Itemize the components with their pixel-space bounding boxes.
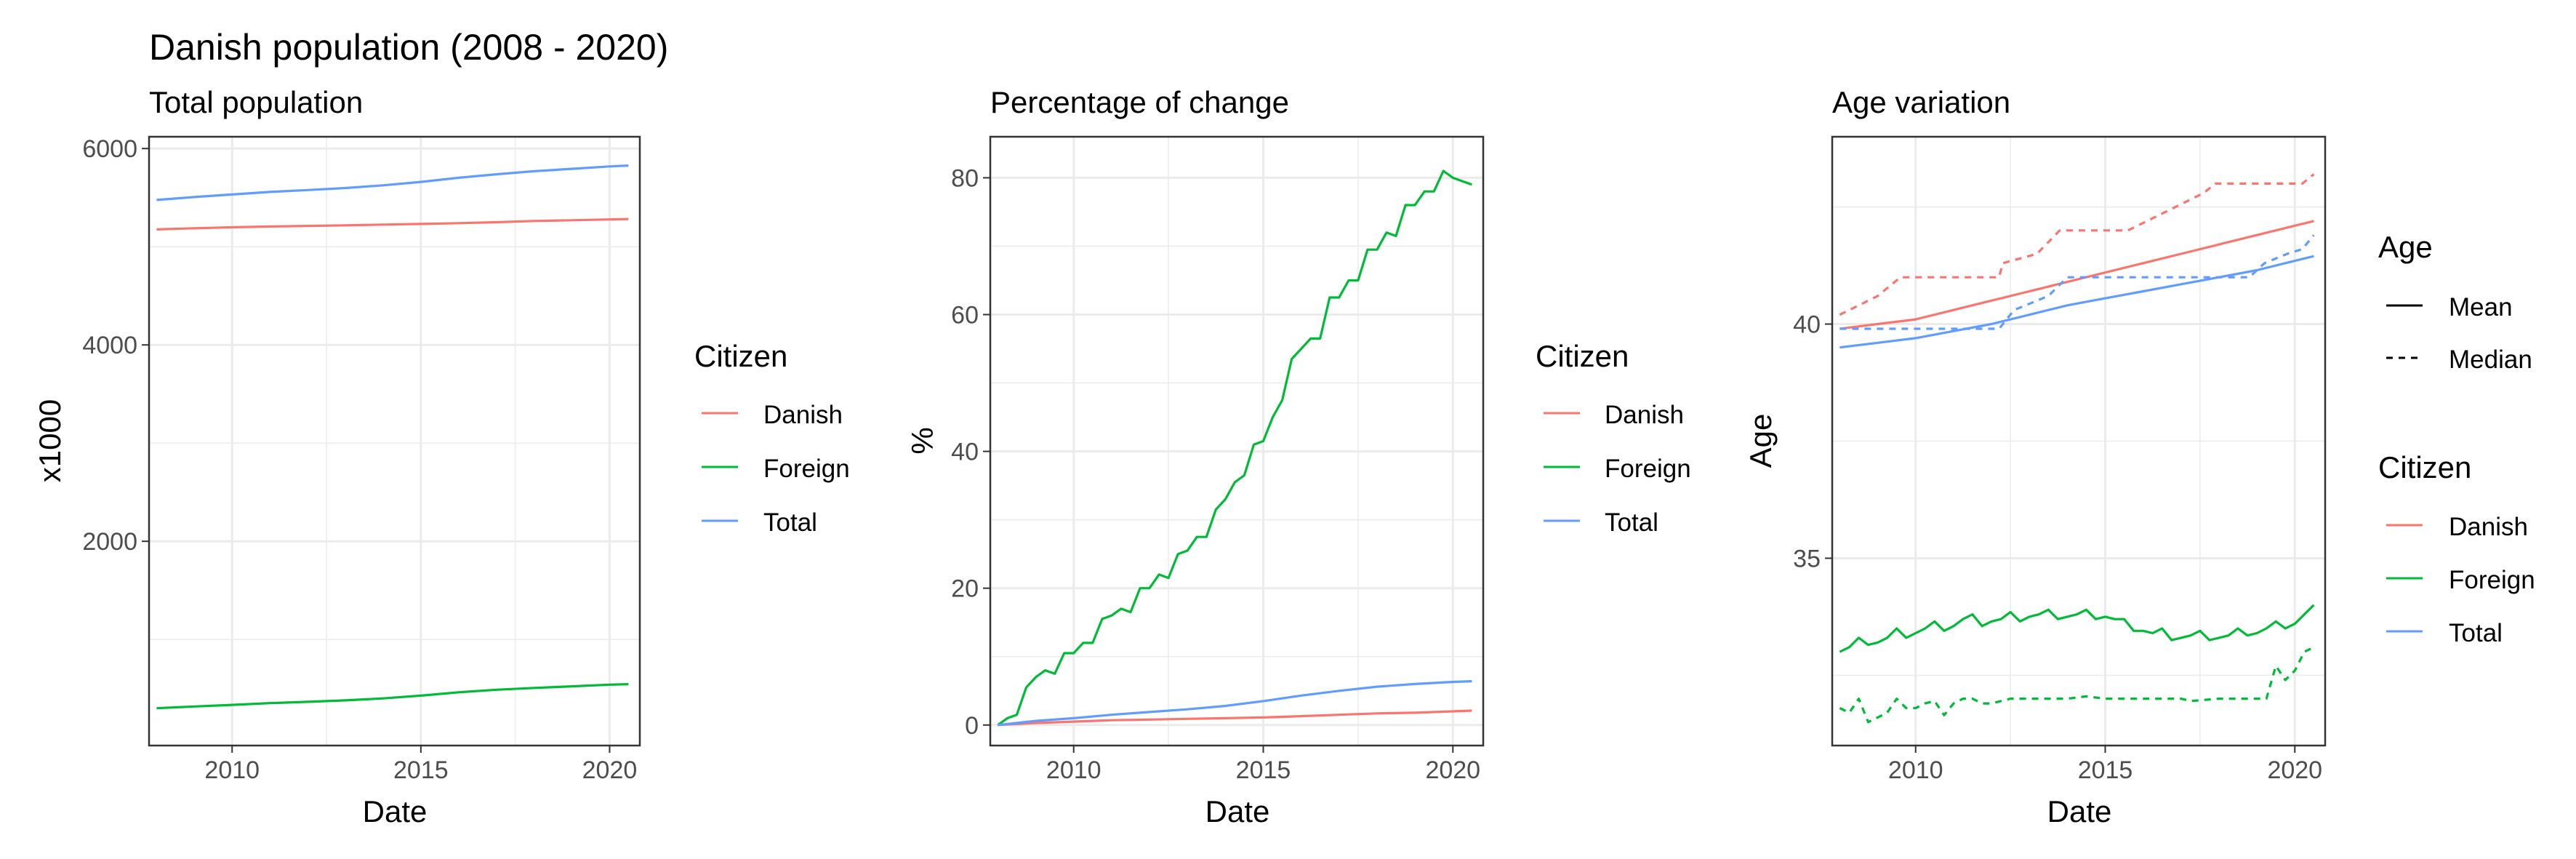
legend-label-mean: Mean: [2449, 293, 2513, 321]
panel-total-population: Total population Date x1000 2010 2015 2020…: [33, 85, 850, 828]
legend-age: Age Mean Median: [2378, 230, 2532, 374]
x-tick-label: 2010: [204, 756, 260, 784]
series-line-danish: [998, 709, 1472, 727]
panel-age-variation: Age variation Date Age 2010 2015 20203540 …: [1744, 85, 2535, 828]
legend-entry-danish: Danish: [2386, 513, 2528, 541]
legend-entry-foreign: Foreign: [1544, 455, 1691, 483]
y-tick-label: 2000: [82, 528, 137, 556]
series-line-foreign-median: [1839, 646, 2315, 724]
y-axis-title: x1000: [33, 399, 67, 482]
x-tick-label: 2010: [1888, 756, 1943, 784]
legend-citizen: Citizen Danish Foreign Total: [1536, 339, 1691, 537]
series-line-foreign: [997, 169, 1472, 727]
legend-entry-foreign: Foreign: [702, 455, 850, 483]
panel-border: [1831, 135, 2327, 747]
legend-entry-foreign: Foreign: [2386, 566, 2535, 594]
x-axis-title: Date: [2047, 794, 2112, 828]
y-tick-label: 80: [951, 164, 979, 192]
x-axis-title: Date: [1205, 794, 1270, 828]
y-tick-label: 6000: [82, 135, 137, 163]
series-line-total-mean: [1839, 255, 2314, 349]
x-tick-label: 2015: [1236, 756, 1291, 784]
legend-label-total: Total: [1605, 508, 1658, 537]
legend-entry-danish: Danish: [1544, 401, 1684, 429]
y-tick-label: 0: [965, 712, 979, 740]
y-tick-label: 4000: [82, 332, 137, 359]
legend-citizen: Citizen Danish Foreign Total: [694, 339, 850, 537]
y-tick-label: 20: [951, 575, 979, 603]
plot-area: 2010 2015 2020 2000 4000 6000: [82, 135, 641, 784]
legend-citizen: Citizen Danish Foreign Total: [2378, 450, 2535, 647]
x-tick-label: 2015: [393, 756, 449, 784]
series-line-danish: [156, 217, 629, 231]
legend-label-foreign: Foreign: [2449, 566, 2535, 594]
y-tick-label: 60: [951, 302, 979, 329]
series-line-danish-median: [1839, 173, 2315, 316]
legend-title: Citizen: [694, 339, 787, 373]
panel-subtitle: Total population: [149, 85, 363, 119]
plot-area: 2010 2015 2020 35 40: [1793, 135, 2327, 784]
legend-entry-median: Median: [2386, 345, 2532, 374]
series-line-total-median: [1839, 234, 2315, 330]
figure-title: Danish population (2008 - 2020): [149, 27, 668, 68]
legend-label-danish: Danish: [1605, 401, 1684, 429]
legend-label-foreign: Foreign: [1605, 455, 1691, 483]
legend-label-median: Median: [2449, 345, 2532, 374]
legend-label-total: Total: [763, 508, 817, 537]
series-line-foreign-mean: [1839, 604, 2315, 653]
x-tick-label: 2015: [2078, 756, 2133, 784]
x-tick-label: 2020: [2267, 756, 2322, 784]
panel-percentage-of-change: Percentage of change Date % 2010 2015 2020…: [905, 85, 1691, 828]
legend-entry-total: Total: [2386, 619, 2503, 647]
plot-area: 2010 2015 2020 0 20 40 60 80: [951, 135, 1485, 784]
x-tick-label: 2020: [582, 756, 638, 784]
legend-label-danish: Danish: [2449, 513, 2528, 541]
y-tick-label: 40: [951, 439, 979, 466]
x-tick-label: 2010: [1046, 756, 1102, 784]
legend-entry-mean: Mean: [2386, 293, 2513, 321]
x-axis-title: Date: [363, 794, 428, 828]
panel-subtitle: Percentage of change: [990, 85, 1289, 119]
y-tick-label: 35: [1793, 545, 1821, 572]
panel-border: [148, 135, 641, 747]
series-line-foreign: [156, 683, 629, 710]
legend-label-danish: Danish: [763, 401, 843, 429]
y-axis-title: Age: [1744, 414, 1778, 468]
y-tick-label: 40: [1793, 311, 1821, 339]
legend-label-total: Total: [2449, 619, 2503, 647]
panel-subtitle: Age variation: [1832, 85, 2010, 119]
legend-title: Citizen: [2378, 450, 2471, 484]
legend-entry-total: Total: [1544, 508, 1658, 537]
legend-title: Citizen: [1536, 339, 1629, 373]
legend-entry-danish: Danish: [702, 401, 843, 429]
series-line-total: [156, 164, 629, 201]
legend-title: Age: [2378, 230, 2433, 264]
x-tick-label: 2020: [1425, 756, 1480, 784]
y-axis-title: %: [905, 427, 939, 454]
series-line-total: [998, 680, 1472, 727]
legend-entry-total: Total: [702, 508, 817, 537]
legend-label-foreign: Foreign: [763, 455, 850, 483]
panel-border: [989, 135, 1485, 747]
